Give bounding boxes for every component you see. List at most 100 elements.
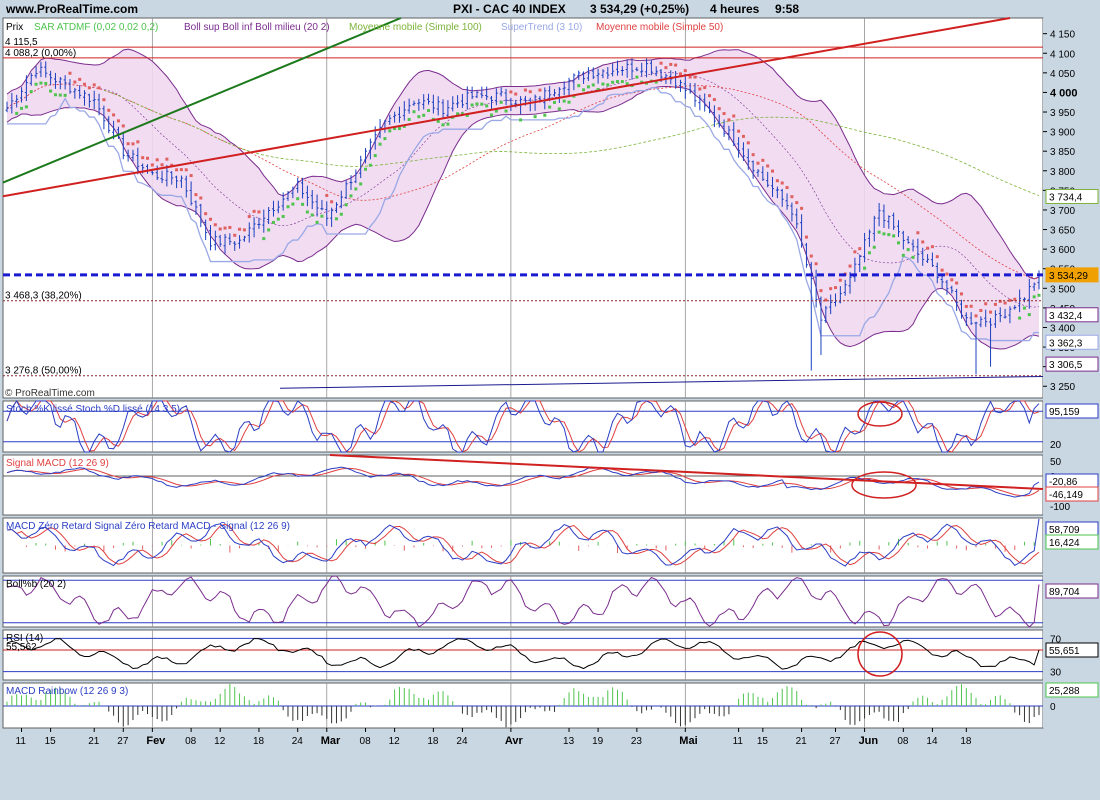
rsi-secondary-label: 55,562 <box>6 642 37 653</box>
annotation-circle-stoch <box>857 401 903 427</box>
legend-entry: SuperTrend (3 10) <box>501 22 582 33</box>
x-tick-label: Mai <box>679 735 697 747</box>
value-badge-text: 3 734,4 <box>1049 192 1083 203</box>
sar-dot <box>683 69 687 73</box>
y-tick-label: 3 900 <box>1050 128 1075 139</box>
sar-dot <box>848 264 852 268</box>
level-label: 3 468,3 (38,20%) <box>5 291 82 302</box>
x-tick-label: 12 <box>214 736 226 747</box>
site-name[interactable]: www.ProRealTime.com <box>5 2 138 16</box>
sar-dot <box>945 272 949 276</box>
sar-dot <box>87 86 91 90</box>
sar-dot <box>804 235 808 239</box>
sar-dot <box>53 93 57 97</box>
sar-dot <box>199 196 203 200</box>
sar-dot <box>20 106 24 110</box>
sar-dot <box>669 62 673 66</box>
pane-value-badge <box>1045 534 1099 550</box>
sar-dot <box>29 90 33 94</box>
pane-value-badge <box>1045 403 1099 419</box>
timestamp: 9:58 <box>775 2 799 16</box>
sar-dot <box>538 88 542 92</box>
x-tick-label: 19 <box>592 736 604 747</box>
sar-dot <box>228 225 232 229</box>
sar-dot <box>606 83 610 87</box>
y-tick-label: 4 000 <box>1050 87 1078 99</box>
sar-dot <box>189 174 193 178</box>
sar-dot <box>548 105 552 109</box>
pane-tick-label: 20 <box>1050 440 1062 451</box>
pane-label: RSI (14) <box>6 633 43 644</box>
sar-dot <box>267 228 271 232</box>
sar-dot <box>814 262 818 266</box>
sar-dot <box>727 118 731 122</box>
sar-dot <box>160 163 164 167</box>
x-tick-label: 27 <box>830 736 842 747</box>
pane-label: Stoch %K lissé Stoch %D lissé (14 3 5) <box>6 404 180 415</box>
sar-dot <box>218 227 222 231</box>
sar-dot <box>824 298 828 302</box>
sar-dot <box>635 75 639 79</box>
y-tick-label: 3 400 <box>1050 323 1075 334</box>
macd-trendline <box>329 454 1044 490</box>
sar-dot <box>368 163 372 167</box>
sar-dot <box>136 140 140 144</box>
sar-dot <box>373 154 377 158</box>
sar-dot <box>97 86 101 90</box>
pane-tick-label: 50 <box>1050 457 1062 468</box>
sar-dot <box>78 77 82 81</box>
sar-dot <box>877 230 881 234</box>
sar-dot <box>519 118 523 122</box>
sar-dot <box>979 309 983 313</box>
x-tick-label: 18 <box>427 736 439 747</box>
sar-dot <box>916 231 920 235</box>
sar-dot <box>68 71 72 75</box>
sar-dot <box>1037 293 1041 297</box>
sar-dot <box>208 217 212 221</box>
pane-value-text: -46,149 <box>1049 490 1083 501</box>
value-badge <box>1045 267 1099 283</box>
sar-dot <box>49 89 53 93</box>
x-tick-label: 27 <box>117 736 129 747</box>
sar-dot <box>257 210 261 214</box>
sar-dot <box>102 98 106 102</box>
sar-dot <box>950 278 954 282</box>
sar-dot <box>116 119 120 123</box>
sar-dot <box>446 122 450 126</box>
sar-dot <box>1008 298 1012 302</box>
pane-value-badge <box>1045 642 1099 658</box>
sar-dot <box>863 266 867 270</box>
value-badge <box>1045 188 1099 204</box>
sar-dot <box>528 90 532 94</box>
sar-dot <box>838 278 842 282</box>
sar-dot <box>659 61 663 65</box>
sar-dot <box>717 107 721 111</box>
bottom-trendline <box>279 375 1044 389</box>
sar-dot <box>276 217 280 221</box>
sar-dot <box>320 214 324 218</box>
sar-dot <box>819 289 823 293</box>
y-tick-label: 3 650 <box>1050 226 1075 237</box>
sar-dot <box>73 80 77 84</box>
pane-value-text: 25,288 <box>1049 686 1080 697</box>
sar-dot <box>732 114 736 118</box>
sar-dot <box>761 158 765 162</box>
sar-dot <box>325 193 329 197</box>
sar-dot <box>993 302 997 306</box>
sar-dot <box>175 168 179 172</box>
sar-dot <box>853 250 857 254</box>
sar-dot <box>286 205 290 209</box>
sar-dot <box>470 103 474 107</box>
x-tick-label: 24 <box>456 736 468 747</box>
y-tick-label: 3 700 <box>1050 206 1075 217</box>
sar-dot <box>485 104 489 108</box>
sar-dot <box>441 123 445 127</box>
sar-dot <box>790 195 794 199</box>
sar-dot <box>271 220 275 224</box>
sar-dot <box>509 90 513 94</box>
sar-dot <box>969 304 973 308</box>
sar-dot <box>141 156 145 160</box>
pane-value-badge <box>1045 583 1099 599</box>
sar-dot <box>882 232 886 236</box>
sar-dot <box>490 113 494 117</box>
